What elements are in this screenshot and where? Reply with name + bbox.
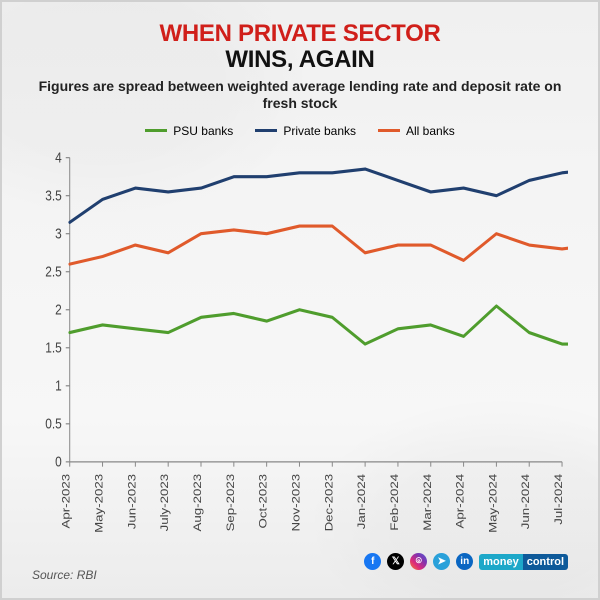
x-tick-label: May-2024 bbox=[487, 473, 500, 532]
legend-item-psu: PSU banks bbox=[145, 124, 233, 138]
y-tick-label: 3 bbox=[55, 225, 62, 241]
footer-socials: f𝕏⌾➤inmoneycontrol bbox=[364, 553, 568, 570]
legend-swatch-psu bbox=[145, 129, 167, 132]
y-tick-label: 2.5 bbox=[45, 263, 62, 279]
legend-item-all: All banks bbox=[378, 124, 455, 138]
legend-swatch-all bbox=[378, 129, 400, 132]
x-tick-label: Aug-2023 bbox=[191, 473, 204, 531]
y-tick-label: 4 bbox=[55, 149, 62, 165]
subtitle: Figures are spread between weighted aver… bbox=[32, 78, 568, 112]
x-tick-label: Apr-2024 bbox=[454, 473, 467, 528]
facebook-icon[interactable]: f bbox=[364, 553, 381, 570]
series-private bbox=[70, 169, 568, 222]
x-tick-label: Nov-2023 bbox=[290, 473, 303, 531]
brand-seg-money: money bbox=[479, 554, 522, 570]
y-tick-label: 3.5 bbox=[45, 187, 62, 203]
series-psu bbox=[70, 306, 568, 344]
x-tick-label: Jun-2023 bbox=[125, 473, 138, 529]
y-tick-label: 2 bbox=[55, 301, 62, 317]
telegram-icon[interactable]: ➤ bbox=[433, 553, 450, 570]
legend-swatch-private bbox=[255, 129, 277, 132]
x-tick-label: Dec-2023 bbox=[322, 473, 335, 531]
chart: 0 0.5 1 1.5 2 2.5 3 3.5 4 Apr-2023 May-2023 Jun-202… bbox=[32, 148, 568, 558]
chart-svg: 0 0.5 1 1.5 2 2.5 3 3.5 4 Apr-2023 May-2023 Jun-202… bbox=[32, 148, 568, 558]
y-tick-label: 0.5 bbox=[45, 415, 62, 431]
legend-label-all: All banks bbox=[406, 124, 455, 138]
x-tick-label: Jul-2024 bbox=[552, 473, 565, 524]
x-tick-label: Oct-2023 bbox=[257, 473, 270, 528]
title-line1: WHEN PRIVATE SECTOR bbox=[32, 20, 568, 48]
x-tick-label: Jun-2024 bbox=[519, 473, 532, 529]
y-tick-label: 1.5 bbox=[45, 339, 62, 355]
y-tick-label: 1 bbox=[55, 377, 62, 393]
y-tick-label: 0 bbox=[55, 453, 62, 469]
card: WHEN PRIVATE SECTOR WINS, AGAIN Figures … bbox=[2, 2, 598, 598]
x-tick-label: July-2023 bbox=[158, 473, 171, 531]
x-tick-label: Jan-2024 bbox=[355, 473, 368, 529]
series-all bbox=[70, 226, 568, 264]
legend-label-private: Private banks bbox=[283, 124, 356, 138]
source-label: Source: RBI bbox=[32, 568, 568, 582]
x-tick-label: Apr-2023 bbox=[60, 473, 73, 528]
title-line2: WINS, AGAIN bbox=[32, 46, 568, 74]
x-tick-label: Mar-2024 bbox=[421, 473, 434, 530]
brand-badge[interactable]: moneycontrol bbox=[479, 554, 568, 570]
linkedin-icon[interactable]: in bbox=[456, 553, 473, 570]
legend-label-psu: PSU banks bbox=[173, 124, 233, 138]
x-tick-label: Feb-2024 bbox=[388, 473, 401, 530]
x-twitter-icon[interactable]: 𝕏 bbox=[387, 553, 404, 570]
brand-seg-control: control bbox=[523, 554, 568, 570]
x-tick-label: Sep-2023 bbox=[224, 473, 237, 531]
x-tick-label: May-2023 bbox=[93, 473, 106, 532]
instagram-icon[interactable]: ⌾ bbox=[410, 553, 427, 570]
legend: PSU banks Private banks All banks bbox=[32, 124, 568, 138]
legend-item-private: Private banks bbox=[255, 124, 356, 138]
